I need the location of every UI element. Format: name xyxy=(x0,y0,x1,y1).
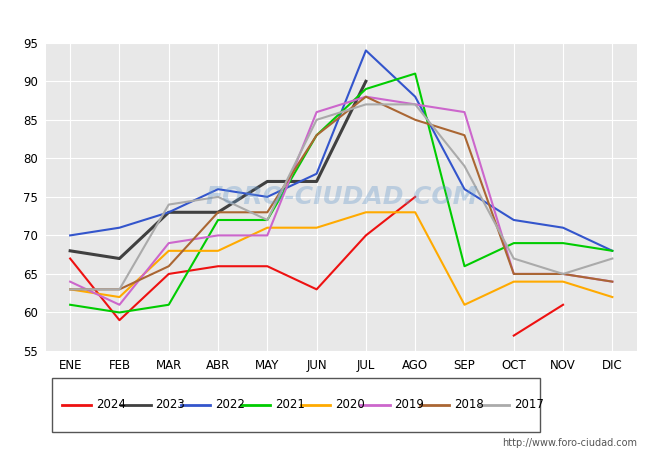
Text: Afiliados en Lastras de Cuéllar a 30/11/2024: Afiliados en Lastras de Cuéllar a 30/11/… xyxy=(141,12,509,31)
Text: 2023: 2023 xyxy=(155,399,185,411)
Text: 2021: 2021 xyxy=(275,399,305,411)
Text: 2020: 2020 xyxy=(335,399,365,411)
Text: 2019: 2019 xyxy=(395,399,424,411)
Text: 2022: 2022 xyxy=(215,399,245,411)
Text: http://www.foro-ciudad.com: http://www.foro-ciudad.com xyxy=(502,438,637,448)
Text: 2017: 2017 xyxy=(514,399,544,411)
Text: FORO-CIUDAD.COM: FORO-CIUDAD.COM xyxy=(205,185,478,209)
FancyBboxPatch shape xyxy=(52,378,540,432)
Text: 2018: 2018 xyxy=(454,399,484,411)
Text: 2024: 2024 xyxy=(96,399,125,411)
